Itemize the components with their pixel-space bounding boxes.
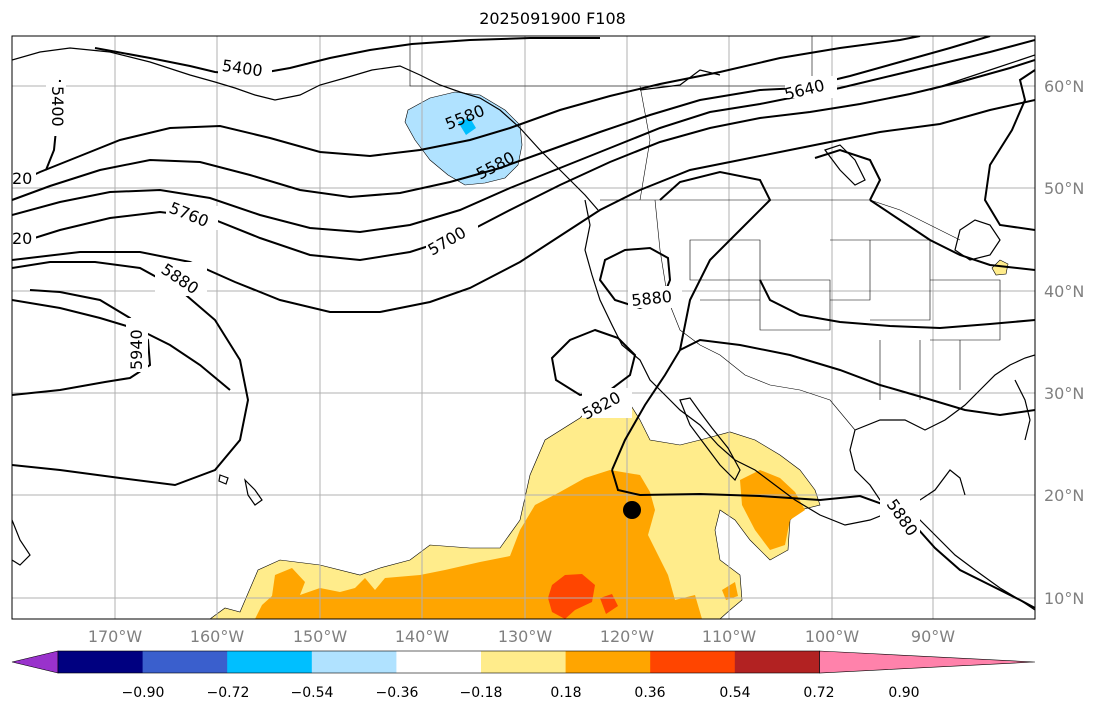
lon-label: 140°W [395,627,450,646]
lat-label: 30°N [1044,384,1084,403]
lon-label: 120°W [600,627,655,646]
lat-label: 40°N [1044,282,1084,301]
colorbar-tick: −0.36 [376,685,419,701]
colorbar-extend-max [819,650,1036,674]
colorbar-frame [57,650,820,674]
storm-center-marker [623,501,641,519]
lat-label: 60°N [1044,77,1084,96]
contour-label: 20 [12,229,32,248]
contour-label: 5880 [630,287,672,310]
contour-label: 20 [12,169,32,188]
lon-label: 130°W [498,627,553,646]
lon-label: 90°W [911,627,955,646]
colorbar-segment [311,651,397,673]
colorbar-tick: −0.18 [460,685,503,701]
colorbar-segment [734,651,820,673]
colorbar [11,650,1036,674]
lat-label: 10°N [1044,589,1084,608]
colorbar-tick: −0.72 [207,685,250,701]
colorbar-tick: 0.18 [550,685,581,701]
latitude-labels: 60°N 50°N 40°N 30°N 20°N 10°N [1044,77,1084,608]
positive-anomaly-light [209,259,1009,619]
map-title: 2025091900 F108 [479,9,626,28]
lon-label: 150°W [293,627,348,646]
colorbar-extend-min [11,650,59,674]
contour-labels: 5400 5400 5640 5580 5580 20 20 5760 5700… [12,56,922,542]
colorbar-tick: −0.90 [122,685,165,701]
longitude-labels: 170°W 160°W 150°W 140°W 130°W 120°W 110°… [88,627,955,646]
map-frame [11,35,1036,620]
colorbar-tick: 0.72 [803,685,834,701]
colorbar-segment [565,651,651,673]
lat-label: 20°N [1044,486,1084,505]
colorbar-ticks: −0.90 −0.72 −0.54 −0.36 −0.18 0.18 0.36 … [122,685,920,701]
lon-label: 170°W [88,627,143,646]
colorbar-segment [396,651,482,673]
colorbar-tick: −0.54 [291,685,334,701]
contour-label: 5400 [48,86,67,127]
colorbar-segment [481,651,567,673]
lon-label: 100°W [805,627,860,646]
lon-label: 160°W [190,627,245,646]
colorbar-tick: 0.36 [634,685,665,701]
colorbar-segment [142,651,228,673]
contour-label: 5940 [127,329,146,370]
lat-label: 50°N [1044,179,1084,198]
colorbar-segment [650,651,736,673]
positive-anomaly-strong [548,574,618,619]
colorbar-segment [227,651,313,673]
lon-label: 110°W [702,627,757,646]
colorbar-segment [58,651,144,673]
colorbar-tick: 0.90 [888,685,919,701]
colorbar-tick: 0.54 [719,685,750,701]
